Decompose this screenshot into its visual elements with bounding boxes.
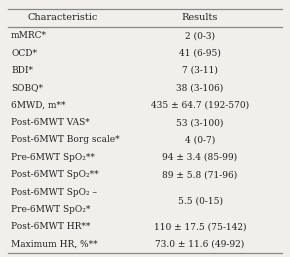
Text: 110 ± 17.5 (75-142): 110 ± 17.5 (75-142)	[154, 222, 246, 231]
Text: 2 (0-3): 2 (0-3)	[185, 31, 215, 40]
Text: mMRC*: mMRC*	[11, 31, 47, 40]
Text: 73.0 ± 11.6 (49-92): 73.0 ± 11.6 (49-92)	[155, 240, 245, 249]
Text: SOBQ*: SOBQ*	[11, 83, 43, 92]
Text: Post-6MWT SpO₂ –: Post-6MWT SpO₂ –	[11, 188, 97, 197]
Text: 38 (3-106): 38 (3-106)	[176, 83, 224, 92]
Text: Pre-6MWT SpO₂*: Pre-6MWT SpO₂*	[11, 205, 90, 214]
Text: Post-6MWT SpO₂**: Post-6MWT SpO₂**	[11, 170, 99, 179]
Text: Post-6MWT Borg scale*: Post-6MWT Borg scale*	[11, 135, 119, 144]
Text: 435 ± 64.7 (192-570): 435 ± 64.7 (192-570)	[151, 101, 249, 110]
Text: 6MWD, m**: 6MWD, m**	[11, 101, 66, 110]
Text: OCD*: OCD*	[11, 49, 37, 58]
Text: 53 (3-100): 53 (3-100)	[176, 118, 224, 127]
Text: Post-6MWT HR**: Post-6MWT HR**	[11, 222, 90, 231]
Text: Characteristic: Characteristic	[28, 14, 98, 23]
Text: Results: Results	[182, 14, 218, 23]
Text: 94 ± 3.4 (85-99): 94 ± 3.4 (85-99)	[162, 153, 238, 162]
Text: Pre-6MWT SpO₂**: Pre-6MWT SpO₂**	[11, 153, 95, 162]
Text: 89 ± 5.8 (71-96): 89 ± 5.8 (71-96)	[162, 170, 238, 179]
Text: 7 (3-11): 7 (3-11)	[182, 66, 218, 75]
Text: 4 (0-7): 4 (0-7)	[185, 135, 215, 144]
Text: Maximum HR, %**: Maximum HR, %**	[11, 240, 98, 249]
Text: BDI*: BDI*	[11, 66, 33, 75]
Text: 5.5 (0-15): 5.5 (0-15)	[177, 196, 222, 205]
Text: Post-6MWT VAS*: Post-6MWT VAS*	[11, 118, 90, 127]
Text: 41 (6-95): 41 (6-95)	[179, 49, 221, 58]
